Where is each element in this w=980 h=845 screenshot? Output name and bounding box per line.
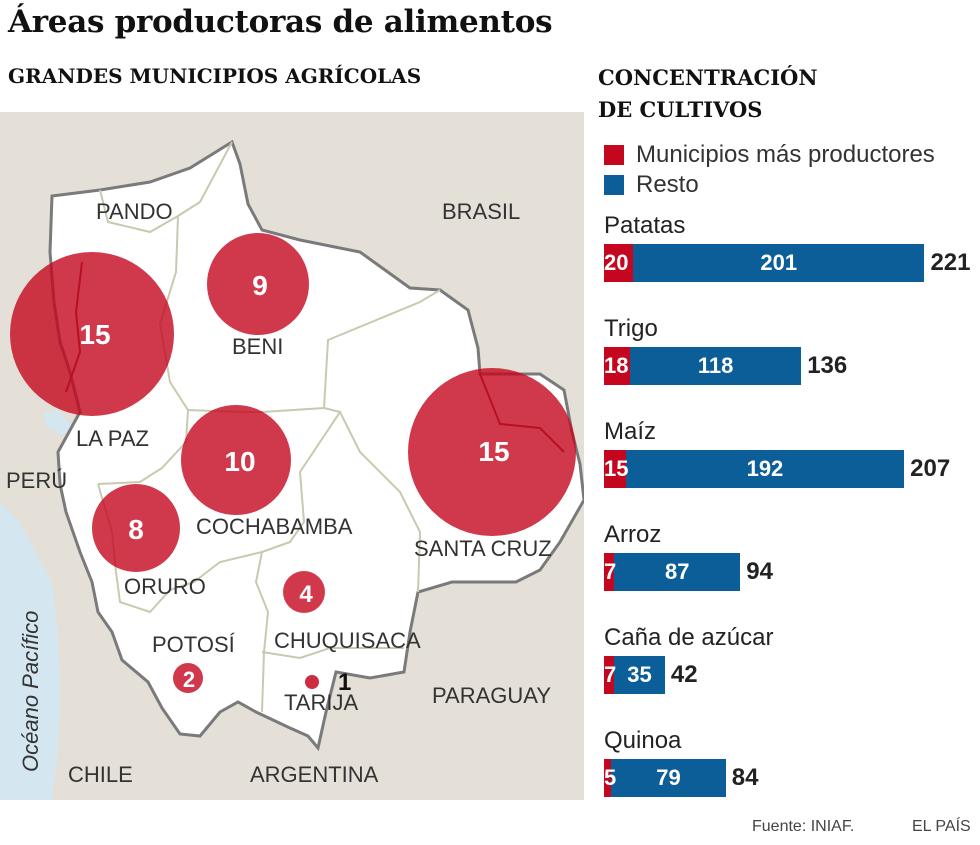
crop-name: Maíz: [604, 418, 657, 445]
bar-rest-value: 192: [746, 456, 784, 481]
circle-la-paz-value: 15: [79, 319, 110, 350]
bar-top-value: 18: [604, 353, 629, 378]
circle-tarija-value: 1: [338, 669, 351, 696]
crop-name: Arroz: [604, 521, 662, 548]
legend-row-rest: Resto: [604, 170, 935, 200]
label-pando: PANDO: [96, 199, 173, 224]
concentration-heading-line-1: CONCENTRACIÓN: [598, 65, 818, 90]
bar-segment-top: [604, 244, 633, 282]
label-chuquisaca: CHUQUISACA: [274, 628, 421, 653]
production-circles: [10, 233, 576, 693]
circle-cochabamba-value: 10: [224, 446, 255, 477]
circle-tarija: [305, 675, 319, 689]
bar-top-value: 20: [604, 250, 629, 275]
pacific-ocean: [0, 502, 60, 800]
circle-beni-value: 9: [252, 270, 268, 301]
label-paraguay: PARAGUAY: [432, 683, 551, 708]
label-santa-cruz: SANTA CRUZ: [414, 536, 552, 561]
bar-rest-value: 35: [627, 662, 652, 687]
crop-row: Quinoa 79 5 84: [604, 725, 980, 828]
crop-bar: 118 18 136: [604, 347, 980, 385]
bar-segment-top: [604, 347, 631, 385]
page-title: Áreas productoras de alimentos: [8, 4, 553, 40]
bar-total-value: 207: [910, 455, 951, 482]
bolivia-map: 15 9 10 15 8 4 2 1 PANDO BRASIL BENI LA …: [0, 112, 584, 800]
crop-bar: 87 7 94: [604, 553, 980, 591]
label-argentina: ARGENTINA: [250, 762, 379, 787]
label-beni: BENI: [232, 334, 283, 359]
map-heading: GRANDES MUNICIPIOS AGRÍCOLAS: [8, 64, 422, 88]
bar-rest-value: 118: [697, 353, 734, 378]
label-la-paz: LA PAZ: [76, 426, 149, 451]
bar-total-value: 42: [670, 661, 698, 688]
label-tarija: TARIJA: [284, 690, 358, 715]
crop-bar: 79 5 84: [604, 759, 980, 797]
circle-santa-cruz: [408, 368, 576, 536]
bar-total-value: 94: [746, 558, 773, 585]
crop-bar: 35 7 42: [604, 656, 980, 694]
label-peru: PERÚ: [6, 468, 67, 493]
bar-segment-rest: 35: [614, 656, 665, 694]
legend-blue-swatch: [604, 175, 624, 195]
bar-segment-rest: 192: [625, 450, 905, 488]
legend-row-top: Municipios más productores: [604, 140, 935, 170]
crop-row: Caña de azúcar 35 7 42: [604, 622, 980, 725]
circle-oruro-value: 8: [128, 514, 144, 545]
circle-chuquisaca: [283, 571, 325, 613]
concentration-heading-line-2: DE CULTIVOS: [598, 97, 763, 122]
bar-total-value: 84: [731, 764, 759, 791]
crop-name: Caña de azúcar: [604, 624, 774, 651]
bar-top-value: 7: [604, 662, 617, 687]
circle-potosi: [173, 663, 203, 693]
crop-name: Patatas: [604, 212, 686, 239]
bar-segment-rest: 201: [633, 244, 925, 282]
bar-segment-rest: 87: [614, 553, 741, 591]
legend-blue-label: Resto: [636, 171, 699, 198]
legend-red-label: Municipios más productores: [636, 141, 935, 168]
circle-santa-cruz-value: 15: [478, 436, 509, 467]
label-cochabamba: COCHABAMBA: [196, 514, 353, 539]
circle-chuquisaca-value: 4: [299, 581, 313, 608]
concentration-heading: CONCENTRACIÓN DE CULTIVOS: [598, 62, 818, 126]
bar-top-value: 15: [604, 456, 629, 481]
bar-segment-top: [604, 450, 626, 488]
label-chile: CHILE: [68, 762, 133, 787]
crop-bar: 201 20 221: [604, 244, 980, 282]
label-potosi: POTOSÍ: [152, 632, 236, 657]
crop-row: Arroz 87 7 94: [604, 519, 980, 622]
source-note: Fuente: INIAF.: [752, 818, 855, 835]
bar-total-value: 221: [930, 249, 971, 276]
bar-rest-value: 201: [760, 250, 798, 275]
bar-top-value: 5: [604, 765, 617, 790]
label-oceano-pacifico: Océano Pacífico: [18, 611, 43, 772]
circle-oruro: [92, 484, 180, 572]
bar-total-value: 136: [807, 352, 848, 379]
brand: EL PAÍS: [912, 818, 971, 835]
bar-segment-rest: 118: [630, 347, 802, 385]
circle-la-paz: [10, 252, 174, 416]
bar-top-value: 7: [604, 559, 617, 584]
circle-potosi-value: 2: [183, 667, 195, 692]
crop-row: Patatas 201 20 221: [604, 210, 980, 313]
bar-segment-top: [604, 656, 615, 694]
circle-beni: [207, 233, 309, 335]
bar-rest-value: 79: [656, 765, 681, 790]
label-brasil: BRASIL: [442, 199, 520, 224]
crop-row: Maíz 192 15 207: [604, 416, 980, 519]
bar-segment-rest: 79: [611, 759, 726, 797]
circle-cochabamba: [181, 405, 291, 515]
legend: Municipios más productores Resto: [604, 140, 935, 200]
crop-name: Trigo: [604, 315, 658, 342]
crop-row: Trigo 118 18 136: [604, 313, 980, 416]
legend-red-swatch: [604, 145, 624, 165]
crop-bar: 192 15 207: [604, 450, 980, 488]
crop-name: Quinoa: [604, 727, 682, 754]
bar-rest-value: 87: [664, 559, 690, 584]
label-oruro: ORURO: [124, 574, 206, 599]
crop-bars: Patatas 201 20 221 Trigo 118 18 136 Maíz 192 15 207…: [604, 210, 980, 828]
bar-segment-top: [604, 553, 615, 591]
bar-segment-top: [604, 759, 612, 797]
